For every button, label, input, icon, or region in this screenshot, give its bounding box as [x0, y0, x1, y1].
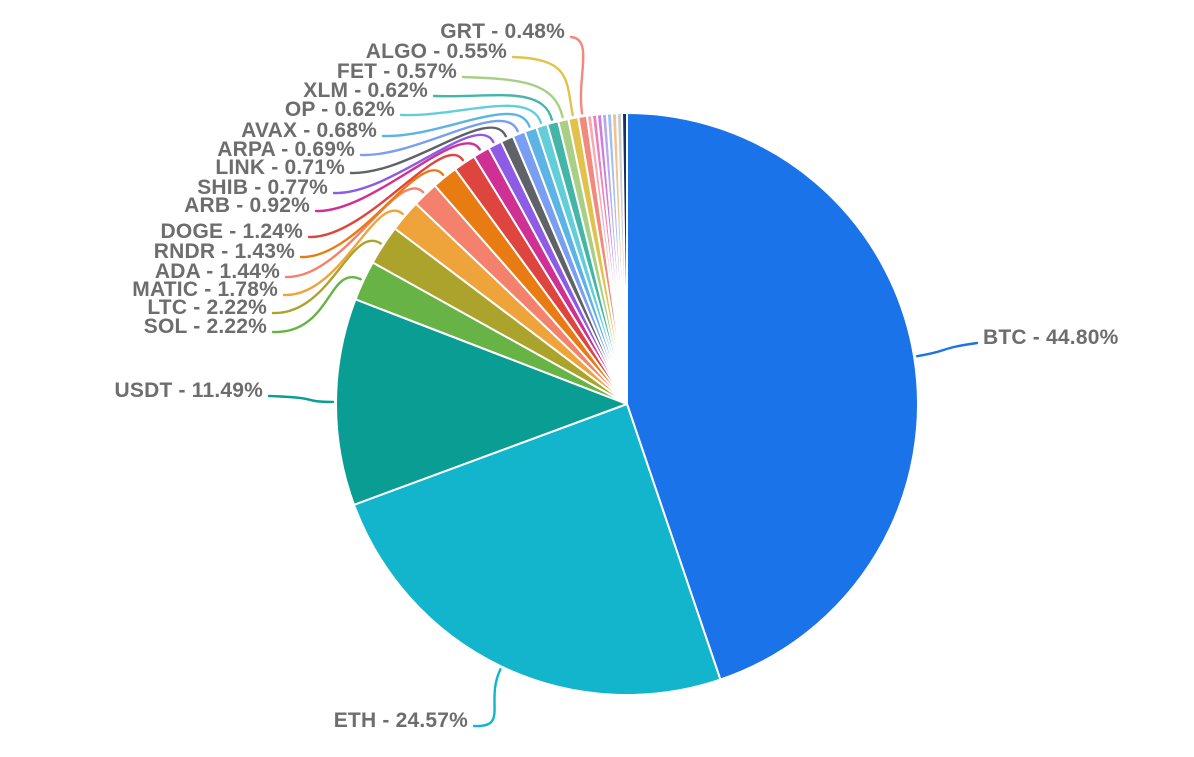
leader-line-link — [349, 126, 507, 175]
leader-line-rndr — [299, 169, 445, 259]
leader-line-op — [399, 104, 543, 125]
leader-line-sol — [271, 276, 362, 334]
leader-line-xlm — [432, 93, 554, 121]
slice-label-op: OP - 0.62% — [284, 98, 395, 121]
slice-label-fet: FET - 0.57% — [336, 60, 457, 83]
leader-line-arb — [314, 142, 481, 213]
slice-label-ada: ADA - 1.44% — [154, 260, 280, 283]
slice-label-shib: SHIB - 0.77% — [197, 176, 328, 199]
slice-label-xlm: XLM - 0.62% — [303, 79, 428, 102]
leader-line-grt — [569, 35, 585, 115]
pie-slices-group — [335, 111, 919, 696]
leader-line-shib — [332, 133, 495, 195]
slice-label-grt: GRT - 0.48% — [440, 20, 565, 43]
leader-lines-group — [267, 35, 979, 728]
leader-line-ltc — [271, 239, 382, 315]
leader-line-eth — [472, 668, 502, 728]
slice-label-sol: SOL - 2.22% — [143, 315, 267, 338]
slice-label-algo: ALGO - 0.55% — [365, 40, 507, 63]
slice-label-ltc: LTC - 2.22% — [147, 296, 267, 319]
leader-line-matic — [282, 209, 404, 297]
pie-slice-eth[interactable] — [353, 403, 722, 696]
leader-line-btc — [915, 341, 979, 358]
pie-slice-usdt[interactable] — [335, 298, 628, 506]
slice-label-doge: DOGE - 1.24% — [160, 220, 303, 243]
slice-label-avax: AVAX - 0.68% — [241, 119, 377, 142]
slice-label-rndr: RNDR - 1.43% — [153, 240, 295, 263]
slice-label-eth: ETH - 24.57% — [333, 709, 468, 732]
slice-label-link: LINK - 0.71% — [215, 156, 345, 179]
slice-label-usdt: USDT - 11.49% — [114, 379, 263, 402]
slice-label-btc: BTC - 44.80% — [983, 326, 1119, 349]
slice-label-matic: MATIC - 1.78% — [132, 278, 278, 301]
leader-line-avax — [381, 112, 531, 138]
leader-line-doge — [307, 153, 464, 239]
leader-line-arpa — [359, 119, 519, 157]
pie-slice-btc[interactable] — [626, 112, 919, 681]
leader-line-ada — [284, 187, 425, 279]
leader-line-fet — [461, 75, 564, 119]
leader-line-algo — [511, 55, 574, 117]
pie-slice-small[interactable] — [621, 111, 628, 405]
slice-label-arb: ARB - 0.92% — [184, 194, 310, 217]
leader-line-usdt — [267, 394, 335, 404]
slice-label-arpa: ARPA - 0.69% — [217, 138, 355, 161]
